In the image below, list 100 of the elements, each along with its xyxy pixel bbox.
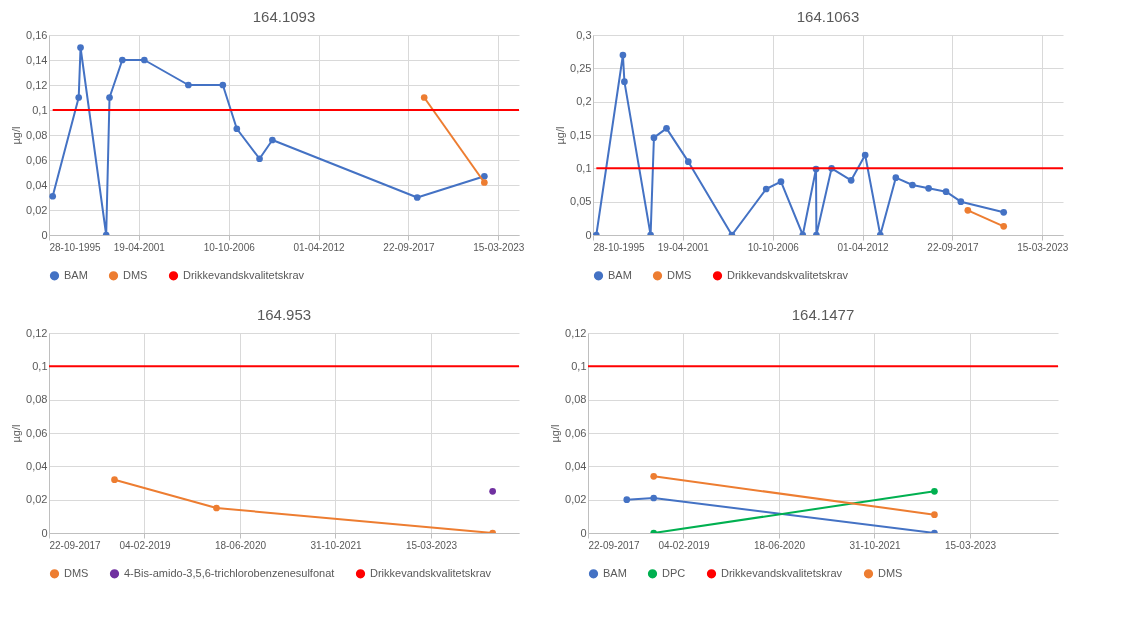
x-tick-label: 01-04-2012 [837,241,890,253]
y-tick-label: 0,05 [570,195,592,208]
legend-label: BAM [608,268,632,281]
y-axis-title: µg/l [10,424,23,443]
point [481,172,488,180]
y-tick-label: 0,02 [565,493,587,506]
x-tick-label: 22-09-2017 [383,241,435,253]
x-tick-label: 04-02-2019 [658,539,710,551]
y-tick-label: 0,25 [570,61,592,74]
chart-title: 164.1063 [796,8,860,25]
y-tick-label: 0,04 [565,459,587,472]
x-tick-label: 01-04-2012 [293,241,346,253]
legend-label: Drikkevandskvalitetskrav [721,566,843,579]
y-tick-label: 0,1 [32,359,48,372]
y-tick-label: 0,3 [576,28,592,41]
legend-label: Drikkevandskvalitetskrav [183,268,305,281]
point [847,176,855,184]
y-tick-label: 0,04 [26,178,48,191]
x-tick-label: 18-06-2020 [753,539,806,551]
point [256,155,263,163]
y-axis-title: µg/l [549,424,562,443]
y-tick-label: 0,06 [26,153,48,166]
legend-label: DMS [667,268,692,281]
legend-label: DMS [64,566,89,579]
point [663,124,670,132]
x-tick-label: 22-09-2017 [49,539,102,551]
point [909,181,916,189]
legend-label: DMS [123,268,148,281]
x-tick-label: 15-03-2023 [405,539,458,551]
y-tick-label: 0,08 [26,393,48,406]
point [964,206,972,214]
legend-label: 4-Bis-amido-3,5,6-trichlorobenzenesulfonat [124,566,335,579]
y-tick-label: 0,1 [571,359,587,372]
point [925,184,932,192]
y-tick-label: 0 [41,526,48,539]
y-tick-label: 0,12 [26,326,48,339]
point [481,179,488,186]
y-tick-label: 0,15 [570,128,592,141]
x-tick-label: 19-04-2001 [657,241,710,253]
point [233,125,241,133]
legend-label: BAM [603,566,627,579]
point [118,56,126,64]
y-tick-label: 0,1 [32,103,48,116]
y-tick-label: 0,12 [26,78,48,91]
y-tick-label: 0,14 [26,53,48,66]
point [861,151,869,159]
legend-label: BAM [64,268,88,281]
point [185,81,192,89]
y-tick-label: 0,2 [576,95,592,108]
x-tick-label: 22-09-2017 [588,539,641,551]
point [684,158,692,166]
x-tick-label: 31-10-2021 [849,539,901,551]
chart-title: 164.1477 [791,306,855,323]
legend-label: Drikkevandskvalitetskrav [370,566,492,579]
x-tick-label: 18-06-2020 [214,539,267,551]
y-axis-title: µg/l [10,126,23,145]
y-tick-label: 0,12 [565,326,587,339]
point [77,44,84,51]
point [892,174,900,182]
x-tick-label: 15-03-2023 [1017,241,1069,253]
y-tick-label: 0,08 [26,128,48,141]
point [777,178,785,186]
legend-label: DMS [878,566,903,579]
y-tick-label: 0,02 [26,493,48,506]
point [942,188,950,196]
point [621,78,628,86]
y-tick-label: 0,06 [26,426,48,439]
x-tick-label: 19-04-2001 [113,241,166,253]
x-tick-label: 10-10-2006 [203,241,256,253]
point [619,51,627,59]
y-tick-label: 0,16 [26,28,48,41]
x-tick-label: 04-02-2019 [119,539,171,551]
y-tick-label: 0,1 [576,161,592,174]
point [650,134,658,142]
x-tick-label: 28-10-1995 [593,241,646,253]
x-tick-label: 22-09-2017 [927,241,979,253]
point [1000,222,1008,230]
point [413,194,421,201]
y-tick-label: 0,08 [565,393,587,406]
point [762,185,770,193]
point [140,56,148,64]
point [957,198,965,206]
y-tick-label: 0,02 [26,203,48,216]
y-tick-label: 0,04 [26,459,48,472]
point [1000,208,1008,216]
y-tick-label: 0 [41,228,48,241]
point [219,81,227,89]
x-tick-label: 15-03-2023 [944,539,997,551]
legend-label: DPC [662,566,686,579]
point [420,94,428,101]
y-tick-label: 0 [580,526,587,539]
point [49,192,57,200]
chart-title: 164.1093 [252,8,316,25]
x-tick-label: 10-10-2006 [747,241,800,253]
x-tick-label: 15-03-2023 [473,241,525,253]
y-tick-label: 0,06 [565,426,587,439]
point [106,94,113,101]
y-axis-title: µg/l [554,126,567,145]
point [75,94,83,101]
x-tick-label: 31-10-2021 [310,539,362,551]
